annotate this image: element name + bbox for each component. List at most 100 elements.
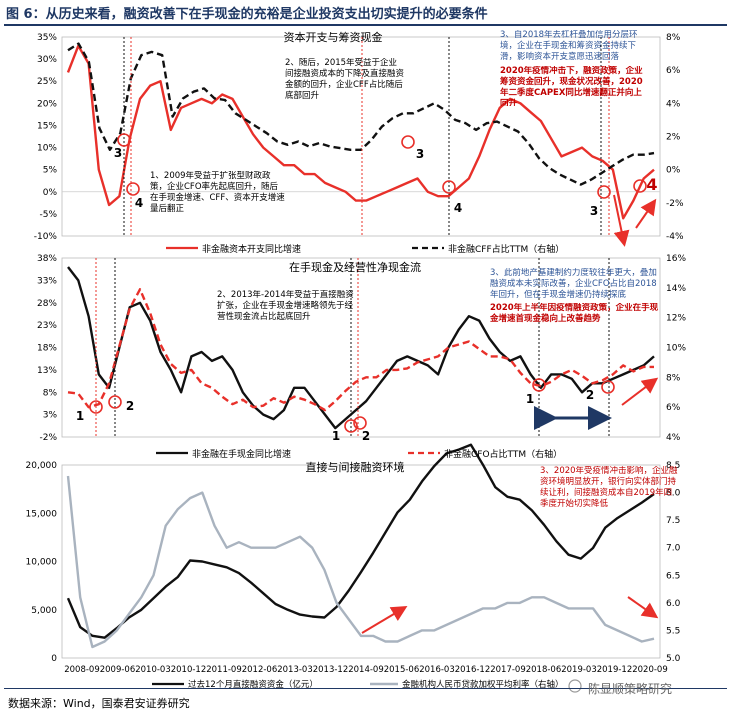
- panel2-frame: [61, 257, 661, 438]
- panel3-right-tick: 8.0: [666, 489, 681, 499]
- event-marker-circle: [597, 185, 611, 199]
- panel1-title: 资本开支与筹资现金: [284, 30, 383, 44]
- panel3-right-tick: 5.5: [666, 626, 680, 636]
- x-tick-label: 2018-06: [526, 665, 562, 675]
- panel1-left-tick: 20%: [37, 99, 57, 109]
- event-marker-label: 4: [135, 196, 143, 210]
- panel3-series-1-line: [66, 443, 655, 639]
- panel3-right-tick: 6.5: [666, 571, 680, 581]
- panel2-left-tick: 18%: [37, 344, 57, 354]
- legend3-label-b: 金融机构人民币贷款加权平均利率（右轴）: [402, 679, 564, 690]
- x-tick-label: 2019-03: [561, 665, 597, 675]
- panel3-left-tick: 0: [51, 654, 57, 664]
- event-marker-circle: [601, 380, 615, 394]
- panel3-right-tick: 8.5: [666, 461, 680, 471]
- panel1-right-tick: 4%: [666, 99, 681, 109]
- overlay-layer: 3 4 3 4 3 4 1 2 1 2 1 2: [76, 37, 659, 693]
- figure-title: 图 6：从历史来看，融资改善下在手现金的充裕是企业投资支出切实提升的必要条件: [6, 7, 488, 22]
- x-tick-label: 2016-03: [419, 665, 455, 675]
- x-tick-label: 2013-12: [313, 665, 349, 675]
- x-tick-label: 2017-09: [490, 665, 526, 675]
- source-note: 数据来源：Wind，国泰君安证券研究: [8, 697, 190, 710]
- panel1-left-tick: 15%: [37, 121, 57, 131]
- panel1-right-tick: 6%: [666, 66, 681, 76]
- panel1-annotation-1: 1、2009年受益于扩张型财政政策，企业CFO率先起底回升，随后在手现金增速、C…: [150, 171, 285, 214]
- panel3-left-tick: 10,000: [26, 558, 58, 568]
- event-marker-circle: [633, 179, 647, 193]
- panel2-left-tick: 13%: [37, 366, 57, 376]
- panel2-right-tick: 14%: [666, 284, 686, 294]
- panel2-title: 在手现金及经营性净现金流: [289, 260, 421, 274]
- panel3-right-tick: 6.0: [666, 599, 681, 609]
- x-tick-label: 2015-06: [384, 665, 420, 675]
- panel2-left-tick: 28%: [37, 299, 57, 309]
- event-marker-label: 1: [332, 429, 340, 443]
- panel1-right-tick: 8%: [666, 33, 681, 43]
- panel3-title: 直接与间接融资环境: [306, 460, 405, 474]
- event-marker-label: 1: [76, 409, 84, 423]
- legend1-label-a: 非金融资本开支同比增速: [202, 243, 301, 255]
- panel2-annotation-3: 2020年上半年因疫情融资政策，企业在手现金增速首现金稳向上改善趋势: [490, 303, 658, 324]
- panel2-series-2-line: [67, 288, 654, 412]
- wechat-icon: [568, 679, 582, 693]
- panel2-right-tick: 8%: [666, 373, 681, 383]
- event-marker-label: 4: [454, 201, 462, 215]
- x-tick-label: 2012-06: [242, 665, 278, 675]
- panel2-right-tick: 12%: [666, 314, 686, 324]
- event-marker-circle: [108, 395, 122, 409]
- trend-arrow: [635, 198, 657, 229]
- panel2-right-tick: 16%: [666, 254, 686, 264]
- x-tick-label: 2011-09: [206, 665, 242, 675]
- x-tick-label: 2009-06: [100, 665, 136, 675]
- panel1-right-tick: -2%: [666, 199, 684, 209]
- event-marker-circle: [401, 135, 415, 149]
- event-marker-label: 3: [114, 146, 122, 160]
- panel3-right-tick: 5.0: [666, 654, 681, 664]
- watermark-text: 陈显顺策略研究: [588, 682, 673, 696]
- panel2-left-tick: 33%: [37, 276, 57, 286]
- event-marker-label: 4: [646, 175, 657, 194]
- trend-arrow: [613, 194, 630, 247]
- panel1-annotation-4: 2020年疫情冲击下，融资政策，企业筹资资金回升，现金状况改善，2020年二季度…: [500, 66, 643, 106]
- panel1-right-tick: 0%: [666, 166, 681, 176]
- panel3-frame: [61, 464, 661, 659]
- event-marker-circle: [89, 400, 103, 414]
- event-marker-label: 3: [416, 147, 424, 161]
- x-tick-label: 2014-09: [348, 665, 384, 675]
- panel1-frame: [61, 36, 661, 237]
- panel1-left-tick: 0%: [43, 188, 58, 198]
- panel1-right-tick: 2%: [666, 133, 681, 143]
- panel1-left-tick: 30%: [37, 55, 57, 65]
- event-marker-circle: [117, 133, 131, 147]
- panel3-annotation-1: 3、2020年受疫情冲击影响，企业融资环境明显放开，银行向实体部门持续让利，间接…: [540, 466, 678, 509]
- event-marker-label: 3: [590, 204, 598, 218]
- x-tick-label: 2010-12: [171, 665, 207, 675]
- panel1-left-tick: -5%: [39, 210, 57, 220]
- trend-arrow: [627, 596, 659, 619]
- panel1-left-tick: 25%: [37, 77, 57, 87]
- panels-layer: 35% 30% 25% 20% 15% 10% 5% 0% -5% -10% 8% 6% 4% 2% 0% -…: [26, 33, 687, 675]
- trend-arrow: [361, 605, 408, 634]
- footer-rule: [4, 688, 727, 689]
- panel2-right-tick: 6%: [666, 403, 681, 413]
- panel2-left-tick: 3%: [43, 411, 58, 421]
- panel2-series-1-line: [67, 266, 655, 430]
- panel3-series-2-line: [66, 475, 655, 649]
- panel2-left-tick: 23%: [37, 321, 57, 331]
- x-tick-label: 2008-09: [64, 665, 100, 675]
- panel3-left-tick: 5,000: [31, 606, 57, 616]
- event-marker-label: 2: [586, 388, 594, 402]
- panel1-annotation-2: 2、随后，2015年受益于企业间接融资成本的下降及直接融资金额的回升，企业CFF…: [285, 58, 404, 101]
- panel1-left-tick: 35%: [37, 33, 57, 43]
- x-tick-label: 2019-12: [597, 665, 633, 675]
- panel1-left-tick: -10%: [34, 232, 58, 242]
- panel2-left-tick: 8%: [43, 388, 58, 398]
- panel1-right-tick: -4%: [666, 232, 684, 242]
- panel2-left-tick: 38%: [37, 254, 57, 264]
- event-marker-label: 2: [362, 429, 370, 443]
- panel2-right-tick: 4%: [666, 433, 681, 443]
- event-marker-label: 1: [526, 392, 534, 406]
- event-marker-circle: [532, 378, 546, 392]
- event-marker-circle: [344, 419, 358, 433]
